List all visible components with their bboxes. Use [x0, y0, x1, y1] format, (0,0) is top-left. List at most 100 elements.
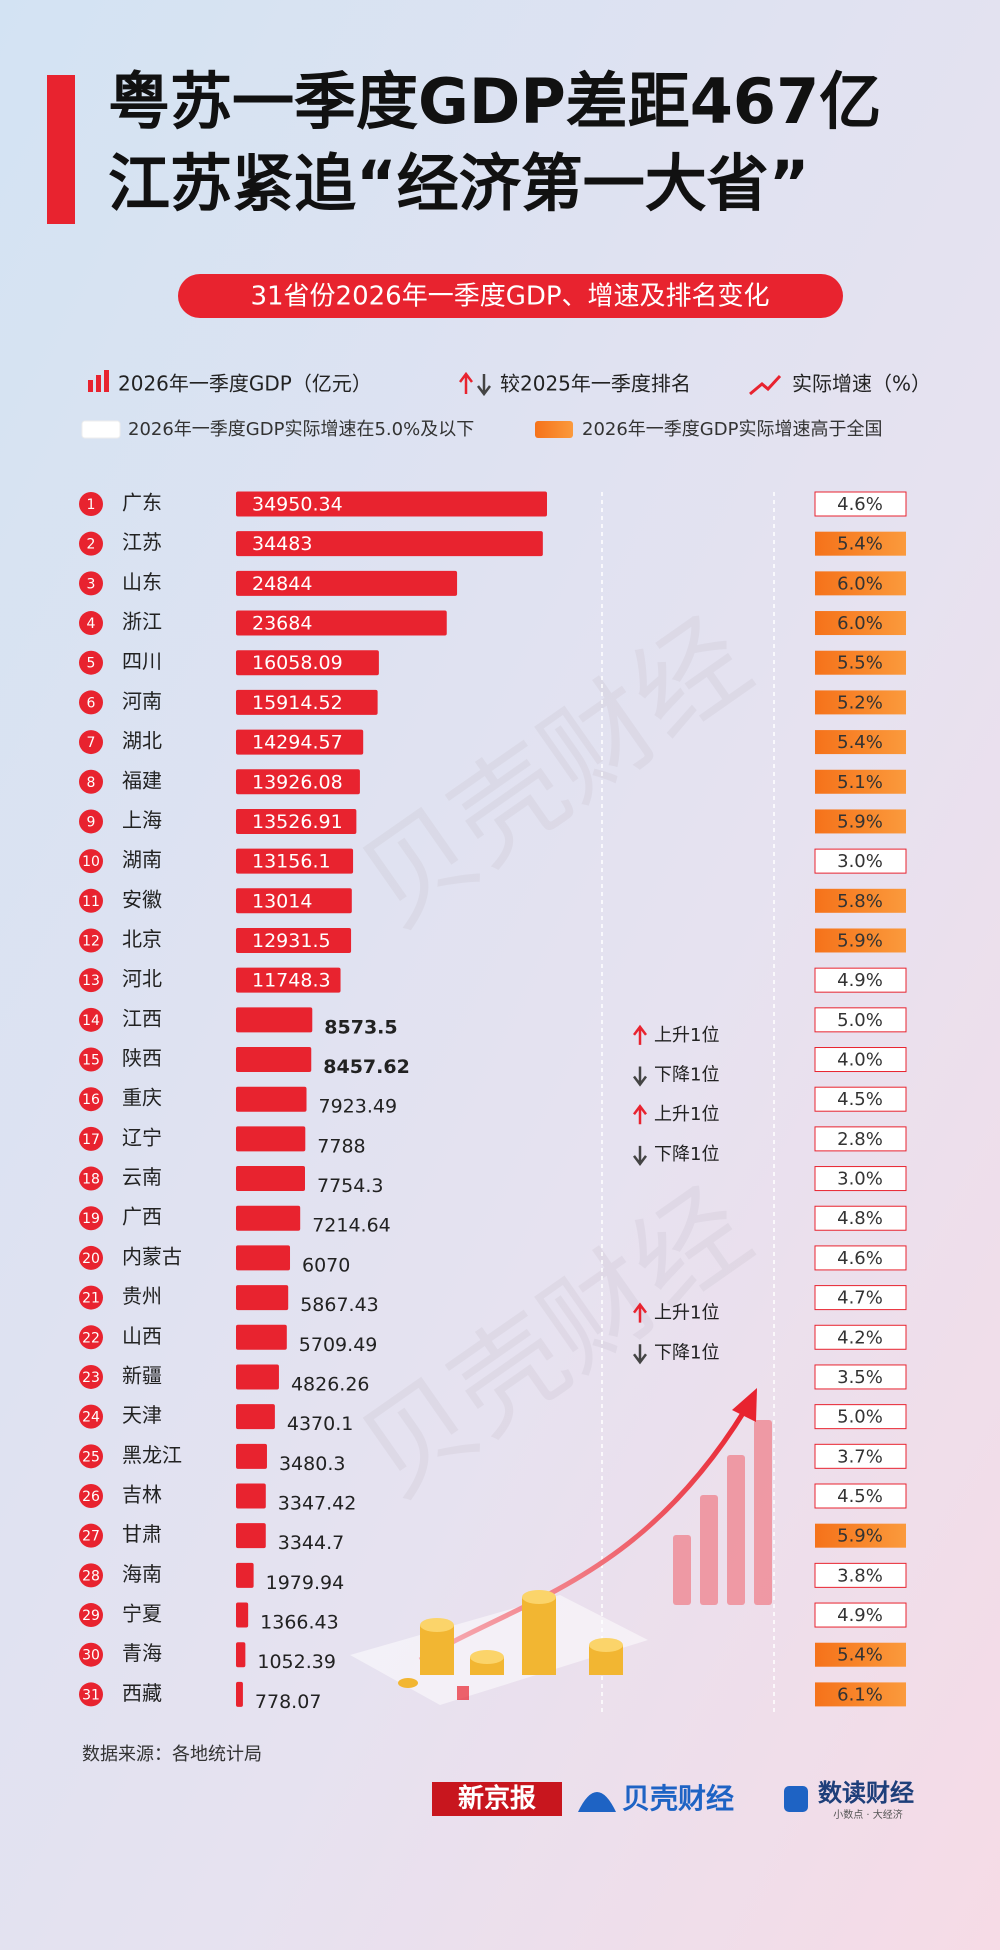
value-label: 15914.52	[252, 692, 343, 714]
rank-badge	[79, 531, 103, 556]
rank: 10	[82, 854, 100, 870]
rank-badge	[79, 1484, 103, 1508]
bar	[236, 1642, 246, 1668]
rank-arrow	[633, 1024, 647, 1045]
bar	[236, 1364, 279, 1390]
rank-badge	[79, 1245, 103, 1270]
value-label: 1979.94	[266, 1572, 345, 1594]
growth-label: 6.1%	[837, 1684, 883, 1705]
growth-label: 5.8%	[837, 891, 883, 912]
deco-base	[350, 1595, 648, 1705]
rank: 23	[82, 1370, 100, 1386]
growth-label: 6.0%	[837, 613, 883, 634]
deco-arrow	[418, 1408, 748, 1663]
growth-label: 3.5%	[837, 1367, 883, 1388]
growth-box	[815, 571, 906, 596]
legend-text: 2026年一季度GDP实际增速高于全国	[582, 419, 882, 440]
bar	[236, 1285, 289, 1311]
legend-icon	[749, 374, 782, 396]
rank-badge	[79, 611, 103, 636]
rank-badge	[79, 1325, 103, 1350]
value-label: 5709.49	[299, 1334, 378, 1356]
value-label: 23684	[252, 613, 312, 635]
rank: 9	[87, 814, 96, 830]
category-label: 山西	[122, 1324, 162, 1348]
growth-box	[814, 1166, 907, 1192]
category-label: 北京	[122, 927, 162, 951]
growth-box	[815, 1523, 906, 1548]
rank-badge	[79, 1285, 103, 1310]
value-label: 3347.42	[278, 1493, 357, 1515]
legend-icon	[477, 374, 491, 397]
rank: 7	[87, 735, 96, 751]
growth-box	[814, 1602, 907, 1628]
deco-bar	[700, 1495, 718, 1605]
rank-badge	[79, 1007, 103, 1032]
rank: 21	[82, 1291, 100, 1307]
bar	[236, 1523, 266, 1549]
growth-box	[814, 1324, 907, 1350]
value-label: 13014	[252, 890, 312, 912]
rank: 18	[82, 1172, 100, 1188]
legend-text: 2026年一季度GDP（亿元）	[118, 372, 372, 396]
rank: 26	[82, 1489, 100, 1505]
title: 粤苏一季度GDP差距467亿	[108, 65, 881, 138]
rank-badge	[79, 492, 103, 516]
value-label: 13526.91	[252, 811, 343, 833]
rank-badge	[79, 1642, 103, 1667]
growth-box	[815, 769, 906, 794]
bar	[236, 1443, 267, 1469]
growth-box	[814, 1562, 907, 1588]
value-label: 1366.43	[260, 1612, 339, 1634]
rank-change: 上升1位	[654, 1303, 719, 1324]
bar	[236, 650, 379, 676]
growth-label: 4.5%	[837, 1089, 883, 1110]
growth-label: 4.9%	[837, 970, 883, 991]
bar	[236, 1007, 313, 1033]
bar	[236, 1681, 243, 1707]
rank-change: 下降1位	[654, 1342, 719, 1363]
value-label: 7754.3	[317, 1175, 383, 1197]
deco-coin	[420, 1618, 454, 1632]
rank-badge	[79, 1206, 103, 1231]
rank: 22	[82, 1330, 100, 1346]
category-label: 广西	[122, 1205, 162, 1229]
value-label: 5867.43	[300, 1294, 379, 1316]
growth-label: 5.5%	[837, 653, 883, 674]
bar	[236, 491, 547, 517]
rank: 5	[87, 656, 96, 672]
growth-label: 2.8%	[837, 1129, 883, 1150]
growth-label: 5.1%	[837, 772, 883, 793]
rank-badge	[79, 650, 103, 675]
category-label: 浙江	[122, 610, 162, 634]
category-label: 黑龙江	[122, 1443, 182, 1467]
rank: 27	[82, 1529, 100, 1545]
growth-box	[815, 611, 906, 636]
category-label: 广东	[122, 491, 162, 515]
logo-icon	[784, 1786, 808, 1812]
growth-label: 5.0%	[837, 1407, 883, 1428]
logo-tagline: 小数点 · 大经济	[833, 1808, 903, 1821]
growth-label: 3.8%	[837, 1565, 883, 1586]
growth-label: 5.4%	[837, 1645, 883, 1666]
category-label: 江西	[122, 1006, 162, 1030]
deco-bar	[727, 1455, 745, 1605]
category-label: 上海	[122, 808, 162, 832]
rank: 20	[82, 1251, 100, 1267]
growth-box	[815, 690, 906, 715]
bar	[236, 1602, 249, 1628]
rank: 30	[82, 1648, 100, 1664]
value-label: 3480.3	[279, 1453, 345, 1475]
category-label: 海南	[122, 1562, 162, 1586]
bar	[236, 1483, 266, 1509]
category-label: 安徽	[122, 887, 162, 911]
deco-cube	[457, 1686, 469, 1700]
bar	[236, 689, 378, 715]
growth-label: 4.8%	[837, 1208, 883, 1229]
growth-label: 5.2%	[837, 692, 883, 713]
deco-coin	[522, 1590, 556, 1604]
value-label: 1052.39	[257, 1651, 336, 1673]
value-label: 16058.09	[252, 652, 343, 674]
legend-text: 实际增速（%）	[792, 372, 931, 396]
growth-box	[815, 1682, 906, 1707]
